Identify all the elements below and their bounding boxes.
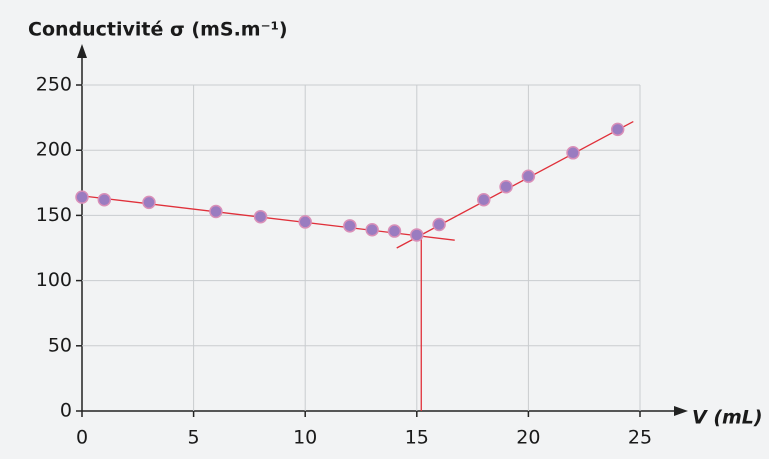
y-arrow (77, 44, 87, 58)
y-tick-label: 200 (36, 139, 72, 161)
y-tick-label: 50 (48, 334, 72, 356)
chart-title: Conductivité σ (mS.m⁻¹) (28, 19, 288, 41)
point (343, 219, 357, 233)
point (75, 190, 89, 204)
x-tick-label: 20 (516, 427, 540, 449)
point (365, 222, 379, 237)
x-tick-label: 15 (405, 427, 429, 449)
y-tick-label: 0 (60, 400, 72, 422)
point (432, 217, 446, 232)
y-tick-label: 150 (36, 204, 72, 226)
point (387, 224, 402, 238)
point (610, 122, 625, 137)
y-tick-label: 250 (36, 74, 72, 96)
y-tick-label: 100 (36, 269, 72, 291)
point (566, 146, 580, 160)
point (209, 204, 223, 219)
x-tick-label: 0 (76, 427, 88, 449)
point (499, 179, 513, 194)
point (298, 215, 312, 229)
point (97, 193, 112, 207)
point (521, 169, 536, 184)
point (477, 193, 491, 207)
point (253, 209, 268, 224)
x-tick-label: 5 (188, 427, 200, 449)
point (410, 228, 424, 242)
x-axis-label: V (mL) (692, 407, 763, 429)
x-tick-label: 10 (293, 427, 317, 449)
x-arrow (674, 406, 688, 416)
point (142, 195, 156, 210)
x-tick-label: 25 (628, 427, 652, 449)
